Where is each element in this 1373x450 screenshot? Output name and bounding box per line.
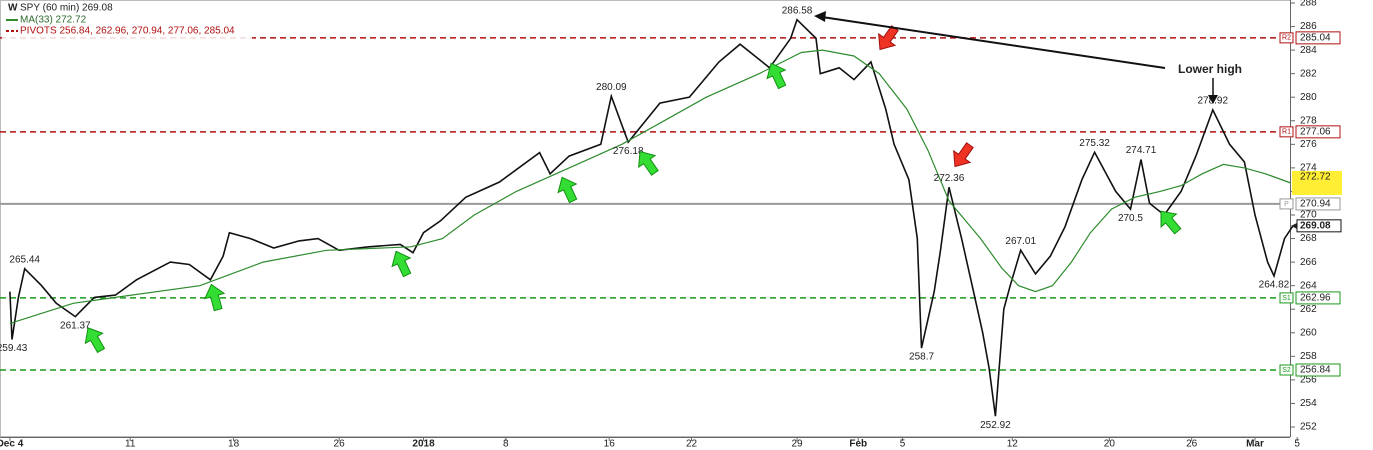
pivot-value-box [1295,31,1341,45]
pivot-tag: R2 [1282,35,1291,42]
y-tick-label: 260 [1300,327,1317,338]
green-arrow [761,58,792,92]
x-tick-label: Dec 4 [0,439,24,450]
ma-last-box [1292,170,1342,195]
x-tick-label: 12 [1007,439,1019,450]
y-tick-label: 288 [1300,0,1317,9]
plot-layer: 2522542562582602622642662682702722742762… [0,0,1342,450]
price-label: 265.44 [9,254,40,265]
price-last-box [1296,219,1342,233]
series-line [9,49,1292,324]
callout-text: Lower high [1178,62,1242,76]
y-tick-label: 262 [1300,304,1317,315]
price-last-arrow: ◀ [1291,221,1298,230]
price-label: 274.71 [1126,145,1157,156]
pivot-value-box [1295,125,1341,139]
y-tick-label: 282 [1300,68,1317,79]
y-tick-label: 276 [1300,139,1317,150]
price-label: 272.36 [934,173,965,184]
green-arrow [201,281,229,313]
y-tick-label: 254 [1300,398,1317,409]
y-tick-label: 264 [1300,280,1317,291]
callout-head [814,11,826,22]
pivot-tag-box [1279,292,1294,304]
price-label: 267.01 [1005,236,1036,247]
pivot-value: 270.94 [1300,199,1331,210]
series-line [9,18,1294,417]
pivot-tag-box [1279,126,1294,138]
price-label: 275.32 [1079,138,1110,149]
x-tick-label: 5 [1294,439,1300,450]
pivot-tag: R1 [1282,129,1291,136]
price-label: 261.37 [60,320,91,331]
x-tick-label: 29 [791,439,803,450]
pivot-value: 285.04 [1300,33,1331,44]
y-tick-label: 284 [1300,45,1317,56]
pivot-tag-box [1279,198,1294,210]
y-tick-label: 278 [1300,115,1317,126]
pivot-value-box [1295,197,1341,211]
y-tick-label: 280 [1300,92,1317,103]
x-tick-label: Feb [849,439,867,450]
x-tick-label: 2018 [412,439,435,450]
pivot-value-box [1295,363,1341,377]
price-last: 269.08 [1300,220,1331,231]
legend-icon: W [8,3,18,14]
x-tick-label: 5 [900,439,906,450]
plot-frame [0,0,1291,437]
x-tick-label: 26 [1186,439,1198,450]
x-tick-label: 8 [503,439,509,450]
price-label: 258.7 [909,352,934,363]
y-tick-label: 286 [1300,21,1317,32]
pivot-tag: S2 [1282,367,1291,374]
pivot-value: 262.96 [1300,293,1331,304]
legend-ma: MA(33) 272.72 [20,15,87,26]
arrows [78,11,1218,356]
y-tick-label: 256 [1300,375,1317,386]
price-label: 264.82 [1259,280,1290,291]
x-tick-label: 22 [686,439,698,450]
x-tick-label: 26 [334,439,346,450]
pivot-value: 256.84 [1300,365,1331,376]
legend: W SPY (60 min) 269.08 MA(33) 272.72 PIVO… [2,1,252,39]
high-pointer-head [1208,95,1218,104]
x-tick-label: 20 [1104,439,1116,450]
ma-last: 272.72 [1300,172,1331,183]
legend-bg [2,1,252,39]
x-tick-label: 16 [604,439,616,450]
green-arrow [552,172,583,206]
price-label: 286.58 [782,5,813,16]
pivot-tag: P [1284,201,1289,208]
legend-price: SPY (60 min) 269.08 [20,3,113,14]
legend-pivots: PIVOTS 256.84, 262.96, 270.94, 277.06, 2… [20,26,235,37]
y-tick-label: 274 [1300,163,1317,174]
y-tick-label: 270 [1300,210,1317,221]
x-tick-label: Mar [1246,439,1264,450]
price-label: 270.5 [1118,213,1143,224]
pivot-tag-box [1279,32,1294,44]
pivot-tag-box [1279,364,1294,376]
x-tick-label: 11 [125,439,136,450]
y-tick-label: 258 [1300,351,1317,362]
price-label: 276.18 [613,146,644,157]
pivot-tag: S1 [1282,295,1291,302]
price-label: 259.43 [0,343,28,354]
pivot-value-box [1295,291,1341,305]
price-label: 280.09 [596,82,627,93]
y-tick-label: 252 [1300,422,1317,433]
pivot-value: 277.06 [1300,126,1331,137]
y-tick-label: 266 [1300,257,1317,268]
x-tick-label: 18 [228,439,240,450]
red-arrow [946,138,979,173]
y-tick-label: 268 [1300,233,1317,244]
callout-line [821,16,1166,69]
price-label: 252.92 [980,420,1011,431]
